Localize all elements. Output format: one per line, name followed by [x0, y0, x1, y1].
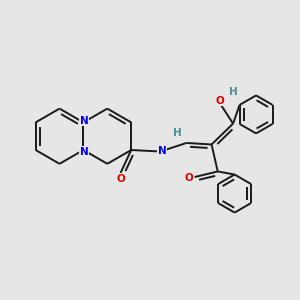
Text: H: H — [173, 128, 182, 138]
Text: O: O — [116, 173, 125, 184]
Text: N: N — [158, 146, 166, 156]
Text: H: H — [229, 87, 238, 97]
Text: N: N — [80, 146, 88, 157]
Text: O: O — [216, 96, 225, 106]
Text: O: O — [184, 172, 193, 183]
Text: N: N — [80, 116, 88, 126]
